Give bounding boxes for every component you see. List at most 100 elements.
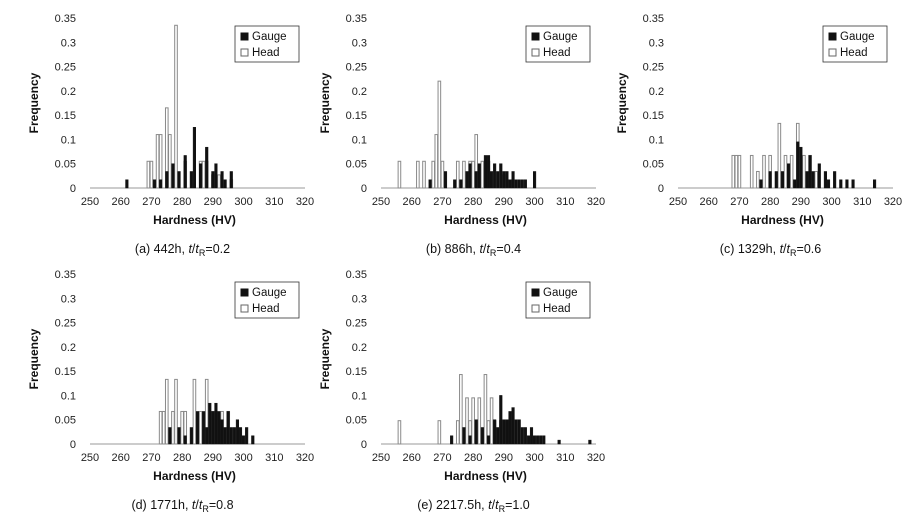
head-bar [734, 154, 739, 189]
head-bar [455, 420, 460, 445]
gauge-bar [211, 411, 215, 445]
y-tick-label: 0.25 [346, 62, 367, 74]
y-tick-label: 0.15 [346, 110, 367, 122]
head-bar [171, 410, 175, 445]
gauge-bar [189, 427, 193, 445]
x-axis-title: Hardness (HV) [444, 469, 527, 483]
x-tick-label: 290 [792, 196, 810, 208]
x-tick-label: 260 [403, 196, 421, 208]
caption-value: =0.8 [209, 498, 234, 512]
legend-head-swatch [531, 304, 540, 313]
legend-gauge-swatch [531, 288, 540, 297]
x-tick-label: 290 [204, 196, 222, 208]
legend-head-swatch [828, 48, 837, 57]
gauge-bar [220, 419, 224, 445]
x-tick-label: 300 [234, 452, 252, 464]
gauge-bar [851, 179, 855, 189]
y-tick-label: 0.05 [55, 159, 76, 171]
y-tick-label: 0.15 [55, 110, 76, 122]
gauge-bar [159, 179, 163, 189]
x-tick-label: 250 [81, 196, 99, 208]
head-bar [465, 397, 469, 445]
gauge-bar [493, 419, 497, 445]
gauge-bar [557, 439, 561, 445]
gauge-bar [477, 163, 481, 189]
head-bar [161, 410, 166, 445]
legend-head-swatch [240, 304, 249, 313]
head-bar [149, 160, 154, 189]
gauge-bar [823, 171, 827, 189]
caption-prefix: (c) 1329h, [720, 242, 780, 256]
x-axis-title: Hardness (HV) [741, 213, 824, 227]
y-tick-label: 0.05 [346, 159, 367, 171]
head-bar [471, 160, 475, 189]
gauge-bar [496, 171, 500, 189]
gauge-bar [514, 419, 518, 445]
legend-gauge-label: Gauge [252, 287, 287, 299]
y-tick-label: 0.2 [649, 86, 664, 98]
x-tick-label: 270 [142, 452, 160, 464]
x-tick-label: 280 [464, 452, 482, 464]
y-tick-label: 0.25 [643, 62, 664, 74]
legend-head-label: Head [840, 47, 868, 59]
y-tick-label: 0.25 [55, 318, 76, 330]
head-bar [789, 154, 794, 189]
x-tick-label: 280 [761, 196, 779, 208]
gauge-bar [453, 179, 457, 189]
legend-gauge-swatch [828, 32, 837, 41]
head-bar [749, 154, 754, 189]
head-bar [146, 160, 151, 189]
caption-slash: / [195, 498, 199, 512]
legend-gauge-label: Gauge [840, 31, 875, 43]
gauge-bar [780, 171, 784, 189]
head-bar [437, 80, 442, 189]
y-tick-label: 0.1 [61, 390, 76, 402]
head-bar [422, 160, 426, 189]
y-tick-label: 0 [70, 439, 76, 451]
head-bar [440, 160, 445, 189]
x-tick-label: 270 [142, 196, 160, 208]
x-tick-label: 300 [234, 196, 252, 208]
x-axis-title: Hardness (HV) [153, 213, 236, 227]
gauge-bar [183, 155, 187, 189]
gauge-bar [462, 427, 466, 445]
gauge-bar [839, 179, 843, 189]
legend-head-label: Head [252, 303, 280, 315]
gauge-bar [502, 419, 506, 445]
x-tick-label: 260 [403, 452, 421, 464]
caption-subscript: R [790, 248, 797, 258]
head-bar [737, 154, 742, 189]
y-tick-label: 0.3 [352, 37, 367, 49]
caption-tr: t [787, 242, 791, 256]
legend-head-swatch [240, 48, 249, 57]
head-bar [783, 154, 788, 189]
gauge-bar [526, 435, 530, 445]
panel-caption: (e) 2217.5h, t/tR=1.0 [417, 498, 530, 514]
gauge-bar [787, 163, 791, 189]
gauge-bar [152, 179, 157, 189]
y-axis-title: Frequency [615, 72, 629, 133]
head-bar [397, 420, 402, 445]
head-bar [480, 160, 485, 189]
head-bar [731, 154, 736, 189]
caption-tr: t [495, 498, 499, 512]
caption-value: =0.6 [797, 242, 822, 256]
y-tick-label: 0.35 [346, 13, 367, 25]
head-bar [201, 160, 206, 189]
head-bar [198, 410, 203, 445]
y-tick-label: 0.3 [352, 293, 367, 305]
x-tick-label: 270 [730, 196, 748, 208]
gauge-bar [202, 411, 206, 445]
gauge-bar [826, 179, 831, 189]
y-axis-title: Frequency [318, 328, 332, 389]
gauge-bar [214, 402, 218, 445]
y-tick-label: 0.35 [346, 269, 367, 281]
gauge-bar [242, 435, 246, 445]
gauge-bar [192, 127, 196, 189]
gauge-bar [125, 179, 129, 189]
gauge-bar [251, 435, 255, 445]
chart-panel-c: 0 0.05 0.1 0.15 0.2 0.25 0.3 0.35 250 260 270 280 29… [615, 13, 902, 258]
gauge-bar [517, 419, 521, 445]
head-bar [762, 154, 766, 189]
